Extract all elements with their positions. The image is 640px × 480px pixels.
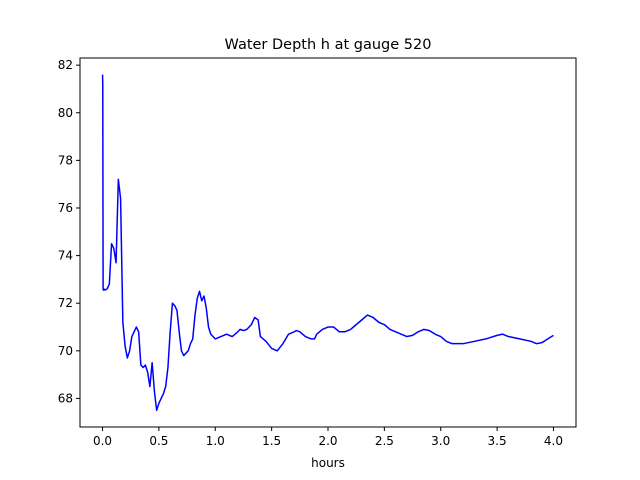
x-tick-label: 0.0 xyxy=(93,434,112,448)
x-tick-label: 2.5 xyxy=(375,434,394,448)
plot-frame xyxy=(79,57,577,428)
x-tick-label: 2.0 xyxy=(318,434,337,448)
x-tick-label: 0.5 xyxy=(149,434,168,448)
x-tick-label: 3.5 xyxy=(488,434,507,448)
y-tick-label: 80 xyxy=(58,106,73,120)
x-tick-label: 1.5 xyxy=(262,434,281,448)
y-tick-label: 74 xyxy=(58,249,73,263)
x-axis-label: hours xyxy=(311,456,345,470)
y-tick-label: 68 xyxy=(58,391,73,405)
y-tick-label: 76 xyxy=(58,201,73,215)
x-axis-ticks: 0.0 0.5 1.0 1.5 2.0 2.5 3.0 3.5 4.0 xyxy=(93,427,563,448)
chart-title: Water Depth h at gauge 520 xyxy=(225,37,432,53)
x-tick-label: 3.0 xyxy=(431,434,450,448)
y-tick-label: 72 xyxy=(58,296,73,310)
series-line-0 xyxy=(101,74,554,412)
y-tick-label: 70 xyxy=(58,344,73,358)
x-tick-label: 4.0 xyxy=(544,434,563,448)
x-tick-label: 1.0 xyxy=(206,434,225,448)
y-tick-label: 82 xyxy=(58,58,73,72)
y-axis-ticks: 68 70 72 74 76 78 80 82 xyxy=(58,58,80,405)
plot-area xyxy=(101,74,554,412)
y-tick-label: 78 xyxy=(58,153,73,167)
